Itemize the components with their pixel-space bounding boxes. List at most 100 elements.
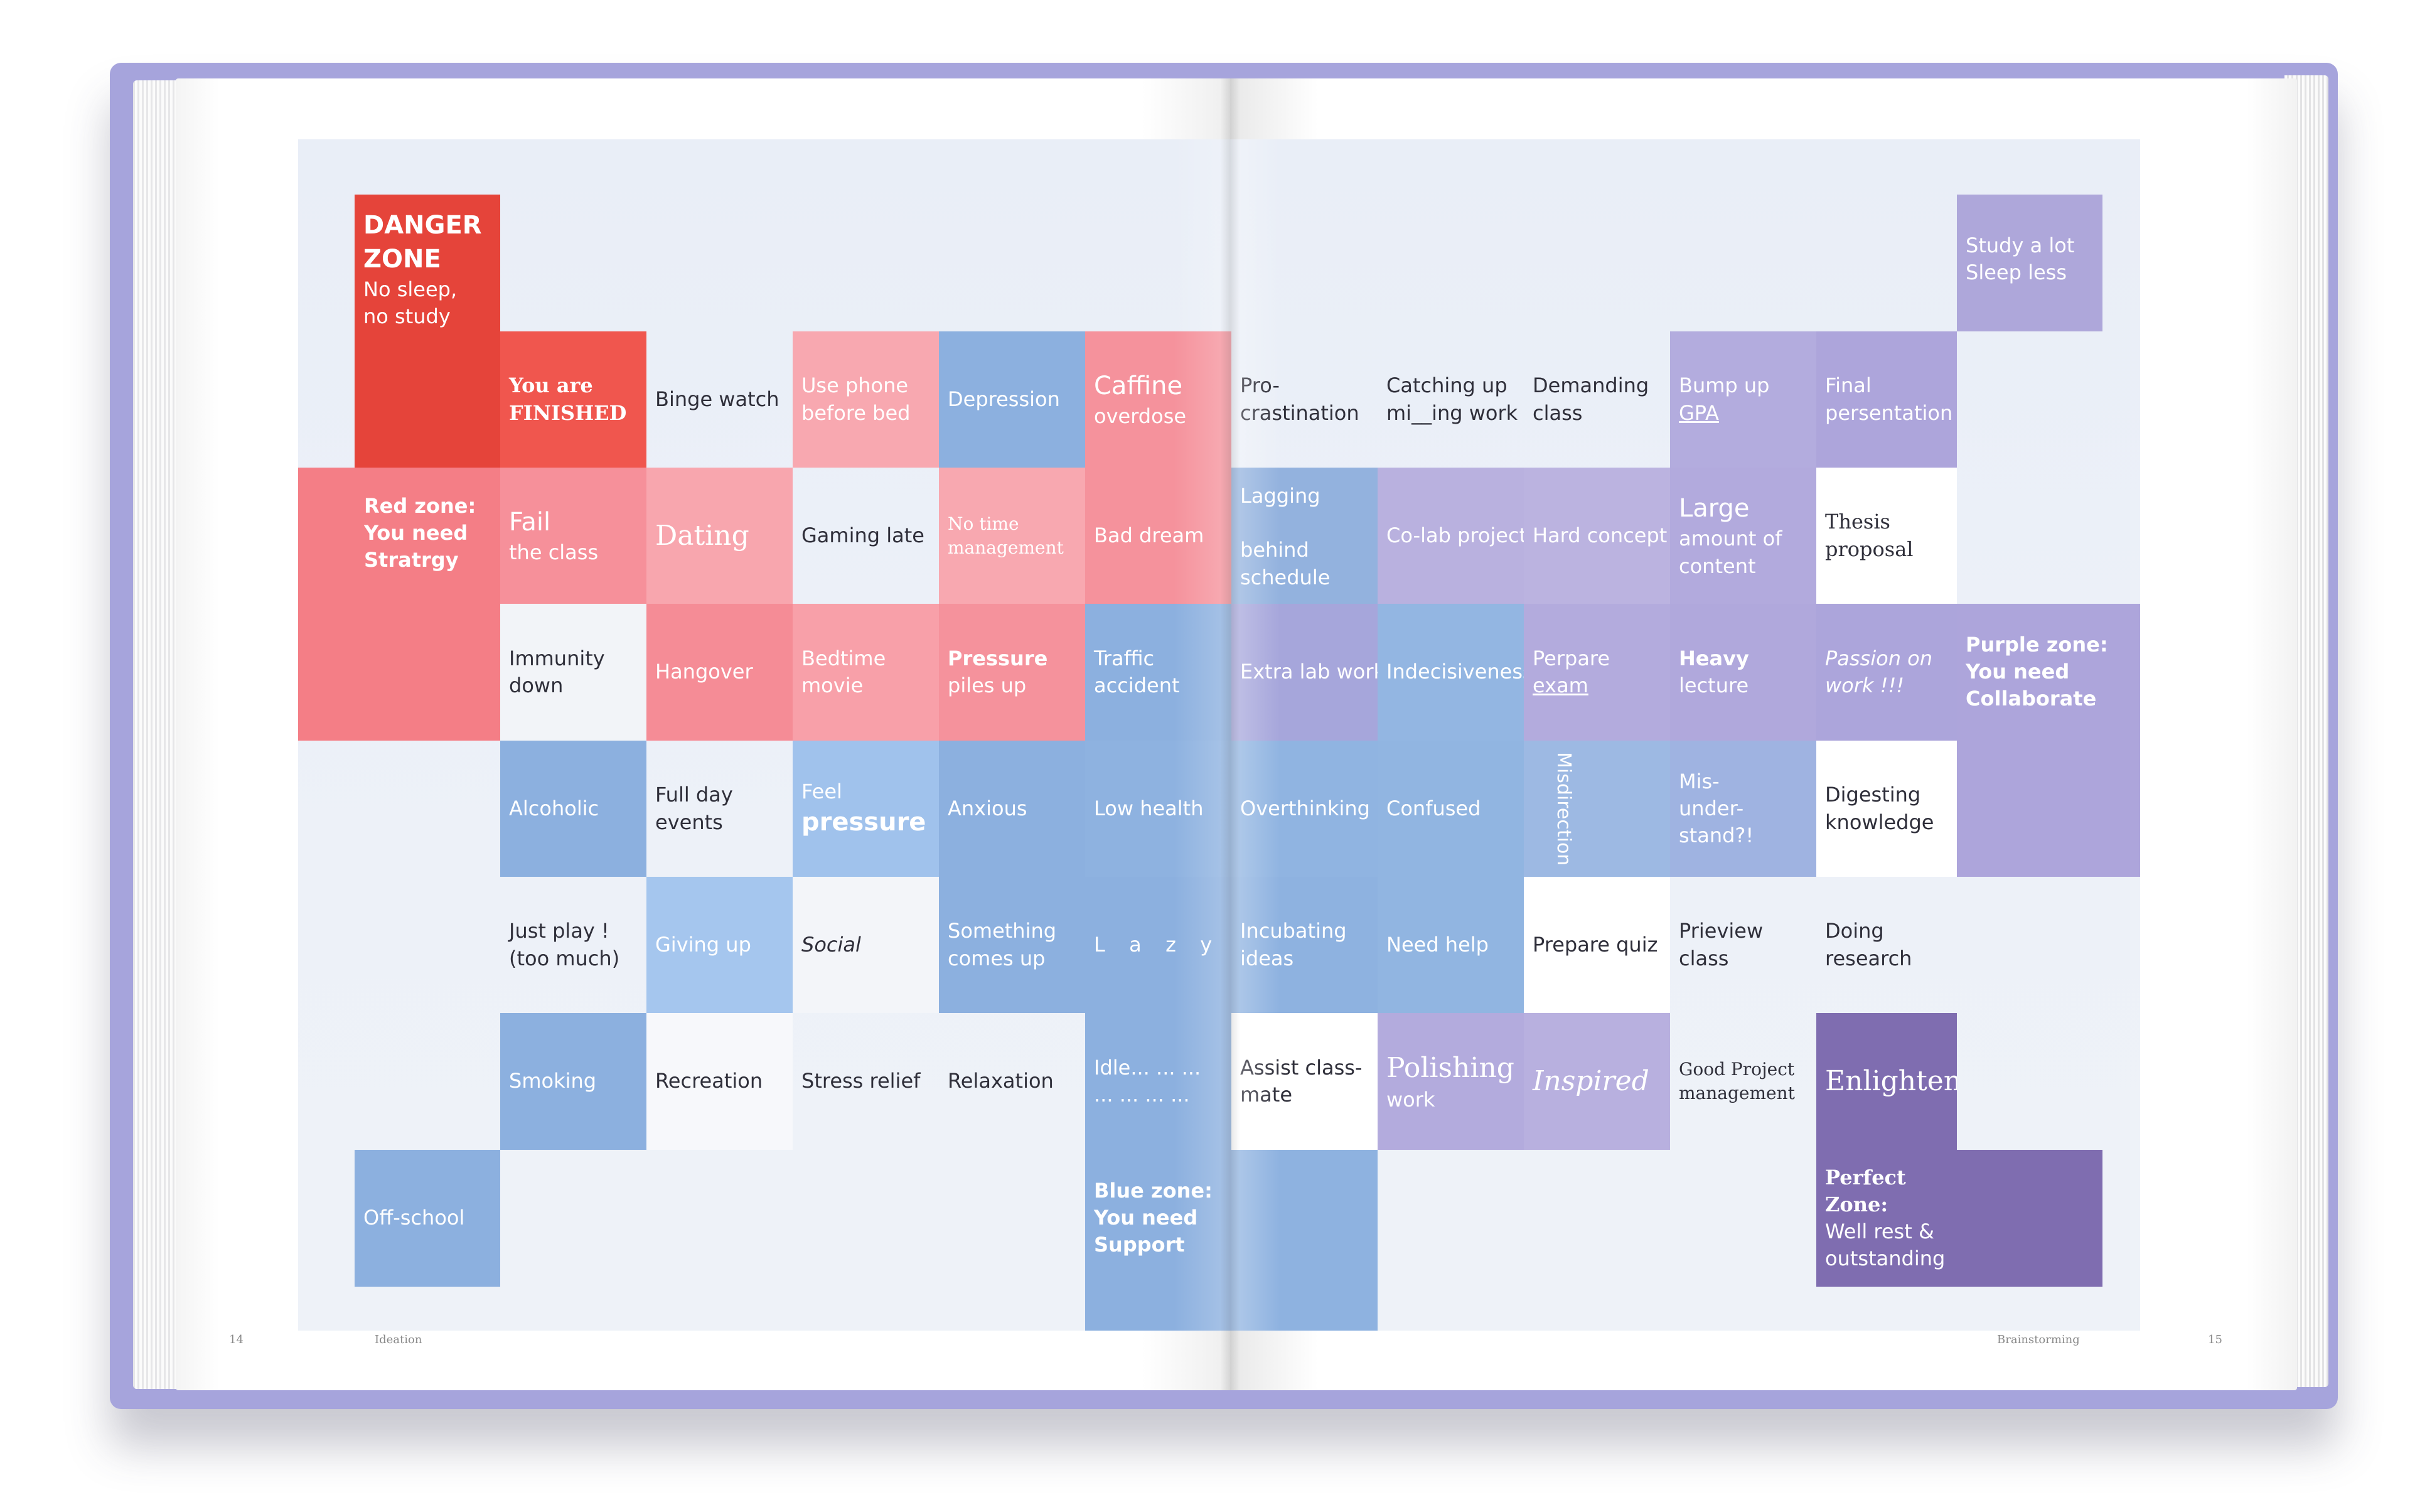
cell-line: Digesting — [1825, 783, 1921, 807]
cell-line: overdose — [1094, 404, 1187, 428]
cell-line: Collaborate — [1966, 687, 2097, 711]
cell-line: You need — [364, 521, 468, 545]
cell-misunderstand: Mis- under- stand?! — [1670, 741, 1816, 877]
cell-off-school: Off-school — [355, 1150, 500, 1287]
cell-line: Enlightend — [1825, 1065, 1957, 1098]
cell-prieview: Prieview class — [1670, 877, 1816, 1013]
cell-digesting: Digesting knowledge — [1816, 741, 1957, 877]
cell-just-play: Just play ! (too much) — [500, 877, 646, 1013]
cell-line: down — [509, 673, 564, 697]
cell-polishing: Polishing work — [1378, 1013, 1524, 1150]
cell-line: Co-lab project — [1386, 523, 1524, 547]
cell-line: Hangover — [655, 660, 753, 684]
cell-dating: Dating — [646, 468, 793, 604]
book-gutter — [1220, 78, 1240, 1390]
cell-line: accident — [1094, 673, 1180, 697]
cell-confused: Confused — [1378, 741, 1524, 877]
cell-line: Low health — [1094, 796, 1204, 820]
cell-full-day: Full day events — [646, 741, 793, 877]
cell-gaming-late: Gaming late — [793, 468, 939, 604]
cell-anxious: Anxious — [939, 741, 1085, 877]
cell-line: Red zone: — [364, 494, 476, 518]
cell-incubating: Incubating ideas — [1231, 877, 1378, 1013]
cell-line: Just play ! — [509, 919, 609, 943]
cell-you-are-finished: You are FINISHED — [500, 331, 646, 468]
cell-immunity: Immunity down — [500, 604, 646, 741]
cell-line: behind — [1240, 538, 1309, 562]
cell-line: Perfect — [1825, 1165, 1906, 1189]
cell-recreation: Recreation — [646, 1013, 793, 1150]
cell-line: (too much) — [509, 946, 620, 970]
cell-blue-zone-extension — [1231, 1150, 1378, 1331]
cell-line: Stratrgy — [364, 548, 459, 572]
cell-line: ZONE — [363, 245, 441, 274]
cell-heavy-lecture: Heavy lecture — [1670, 604, 1816, 741]
cell-study-a-lot: Study a lot Sleep less — [1957, 195, 2102, 331]
cell-inspired: Inspired — [1524, 1013, 1670, 1150]
cell-purple-zone: Purple zone: You need Collaborate — [1957, 604, 2140, 877]
cell-line: stand?! — [1679, 823, 1754, 848]
cell-line: Zone: — [1825, 1192, 1888, 1216]
cell-line: You are — [509, 373, 593, 398]
left-page-number: 14 — [229, 1333, 244, 1346]
cell-social: Social — [793, 877, 939, 1013]
cell-assist: Assist class- mate — [1231, 1013, 1378, 1150]
cell-line: Confused — [1386, 796, 1481, 820]
cell-line: no study — [363, 304, 451, 329]
cell-line: research — [1825, 946, 1912, 970]
cell-alcoholic: Alcoholic — [500, 741, 646, 877]
cell-extra-lab: Extra lab work — [1231, 604, 1378, 741]
cell-depression: Depression — [939, 331, 1085, 468]
cell-line: Pressure — [948, 646, 1048, 670]
cell-fail-the-class: Fail the class — [500, 468, 646, 604]
cell-line: persentation — [1825, 400, 1953, 425]
cell-line: under- — [1679, 796, 1744, 820]
cell-line: work — [1386, 1088, 1435, 1112]
cell-line: Purple zone: — [1966, 633, 2108, 657]
cell-line: proposal — [1825, 537, 1914, 561]
cell-line: Large — [1679, 494, 1750, 523]
cell-use-phone: Use phone before bed — [793, 331, 939, 468]
cell-bedtime-movie: Bedtime movie — [793, 604, 939, 741]
cell-line: Inspired — [1533, 1065, 1649, 1098]
cell-good-project: Good Project management — [1670, 1013, 1816, 1150]
cell-line: Feel — [801, 779, 842, 803]
cell-line: Full day — [655, 783, 733, 807]
cell-line: Smoking — [509, 1069, 597, 1093]
cell-line: Overthinking — [1240, 796, 1370, 820]
left-running-head: Ideation — [375, 1333, 422, 1346]
cell-line: No sleep, — [363, 277, 458, 301]
cell-traffic: Traffic accident — [1085, 604, 1231, 741]
cell-line: schedule — [1240, 565, 1331, 589]
cell-indecisiveness: Indecisiveness — [1378, 604, 1524, 741]
cell-relaxation: Relaxation — [939, 1013, 1085, 1150]
cell-line: Misdirection — [1553, 751, 1575, 866]
cell-line: No time — [948, 513, 1019, 534]
cell-line: Recreation — [655, 1069, 763, 1093]
cell-lagging: Lagging behind schedule — [1231, 468, 1378, 604]
cell-line: Blue zone: — [1094, 1179, 1213, 1203]
cell-line: Immunity — [509, 646, 605, 670]
cell-binge-watch: Binge watch — [646, 331, 793, 468]
cell-line: mate — [1240, 1083, 1293, 1107]
cell-line: Giving up — [655, 932, 751, 957]
cell-line: Lagging — [1240, 484, 1320, 508]
cell-line: class — [1533, 400, 1583, 425]
cell-line: Incubating — [1240, 919, 1347, 943]
cell-no-time: No time management — [939, 468, 1085, 604]
cell-smoking: Smoking — [500, 1013, 646, 1150]
cell-co-lab: Co-lab project — [1378, 468, 1524, 604]
cell-line: Caffine — [1094, 371, 1183, 400]
cell-line: Social — [801, 932, 861, 957]
cell-line: outstanding — [1825, 1247, 1946, 1271]
cell-hard-concept: Hard concept — [1524, 468, 1670, 604]
cell-bad-dream: Bad dream — [1085, 468, 1231, 604]
cell-line: Polishing — [1386, 1051, 1514, 1084]
cell-enlightend: Enlightend — [1816, 1013, 1957, 1150]
cell-bump-up-gpa: Bump up GPA — [1670, 331, 1816, 468]
cell-line: lecture — [1679, 673, 1749, 697]
cell-line: Prieview — [1679, 919, 1764, 943]
cell-line: Prepare quiz — [1533, 932, 1658, 957]
cell-line: Anxious — [948, 796, 1027, 820]
cell-line: Alcoholic — [509, 796, 599, 820]
